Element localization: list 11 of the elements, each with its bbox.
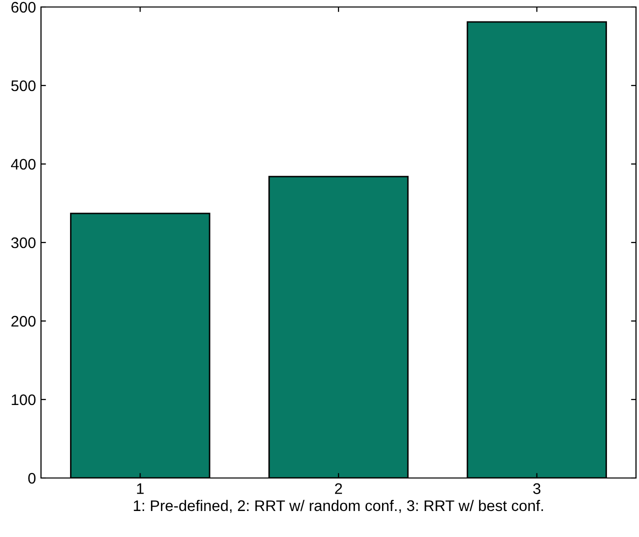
y-tick-label: 500 [11, 80, 36, 92]
y-tick-label: 300 [11, 237, 36, 248]
y-tick-label: 200 [11, 316, 36, 327]
x-tick-label: 1 [137, 483, 144, 494]
y-tick-label: 100 [12, 394, 36, 406]
y-tick-label: 400 [11, 158, 36, 170]
x-tick-label: 2 [335, 483, 342, 494]
x-tick-label: 3 [533, 483, 540, 494]
x-axis-title: 1: Pre-defined, 2: RRT w/ random conf., 3: RRT w/ best conf. [134, 500, 543, 513]
y-tick-label: 600 [11, 2, 36, 13]
y-tick-label: 0 [28, 472, 36, 484]
